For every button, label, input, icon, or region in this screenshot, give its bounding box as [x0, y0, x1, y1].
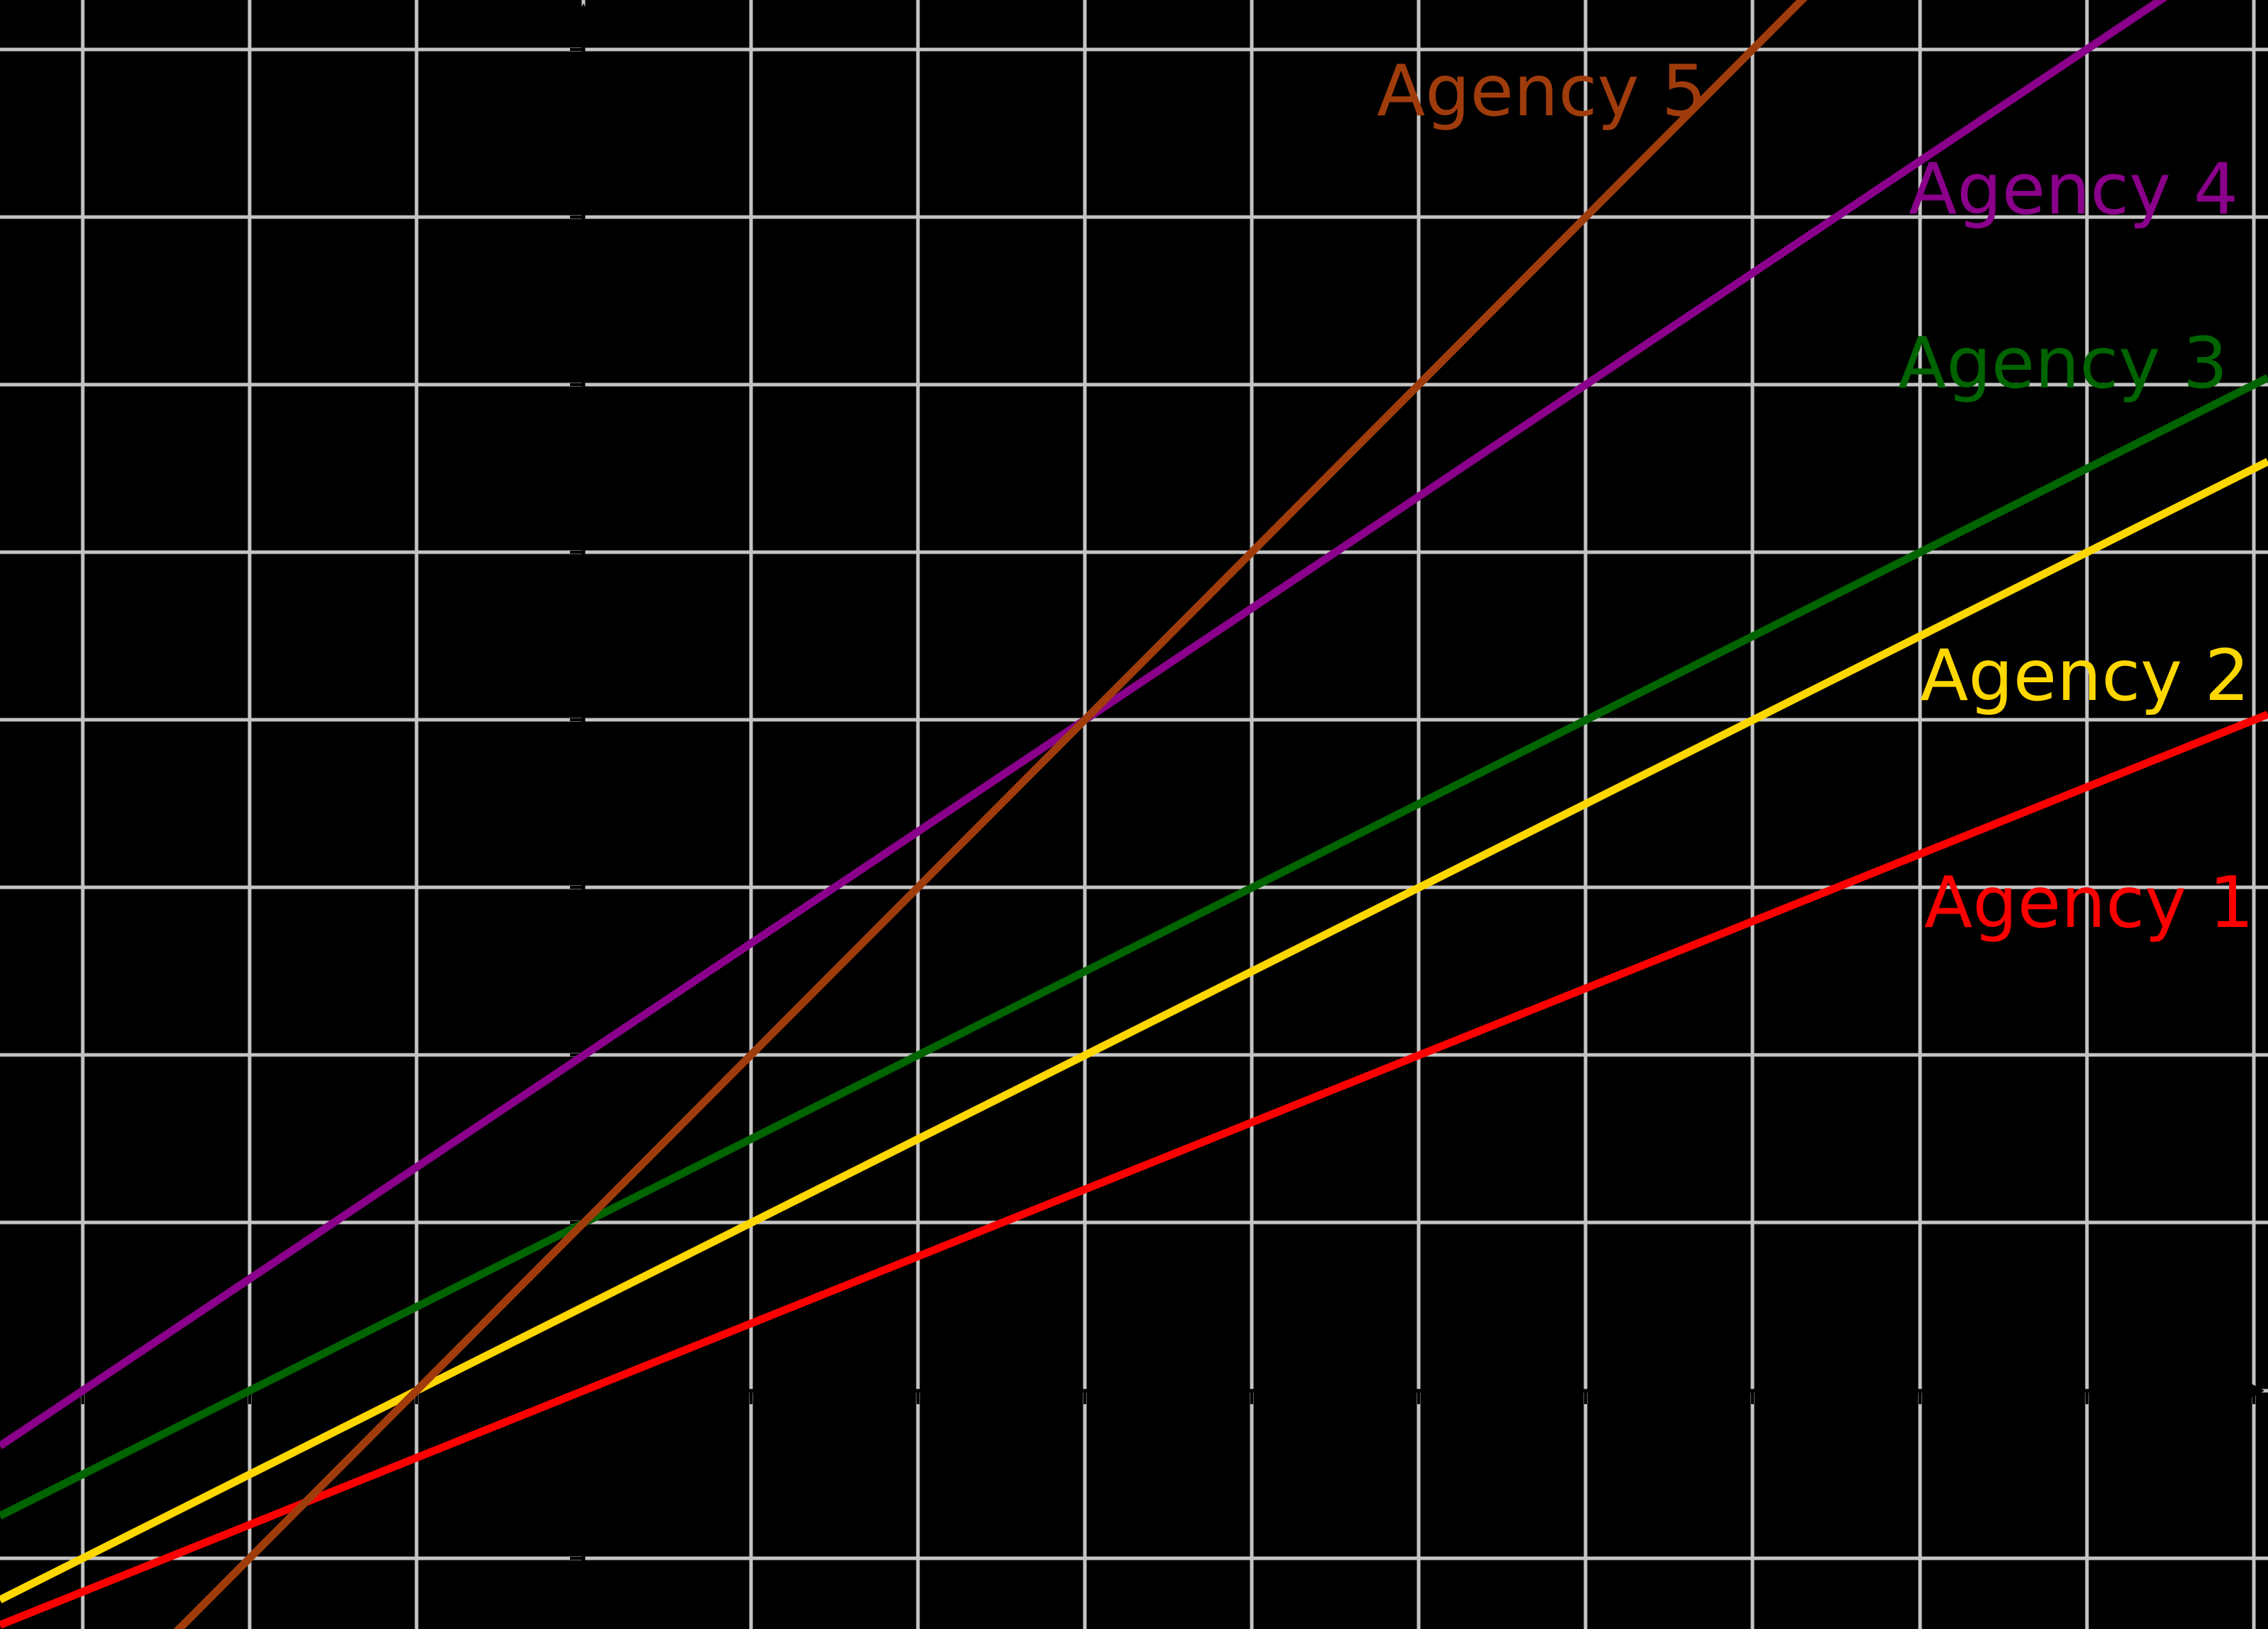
series-line-agency-2	[0, 457, 2268, 1604]
series-line-agency-4	[0, 0, 2168, 1449]
series-labels: Agency 1 Agency 2 Agency 3 Agency 4 Agency 5	[1377, 49, 2254, 944]
series-label-agency-3: Agency 3	[1898, 322, 2228, 404]
series-label-agency-2: Agency 2	[1920, 634, 2250, 717]
series-line-agency-1	[0, 711, 2268, 1629]
y-axis-arrowhead	[567, 4, 600, 34]
series-label-agency-4: Agency 4	[1909, 148, 2238, 230]
series-line-agency-3	[0, 374, 2268, 1520]
series-label-agency-5: Agency 5	[1377, 49, 1706, 132]
axes	[0, 4, 2264, 1629]
x-axis-arrowhead	[2234, 1374, 2264, 1407]
series-label-agency-1: Agency 1	[1924, 861, 2254, 944]
